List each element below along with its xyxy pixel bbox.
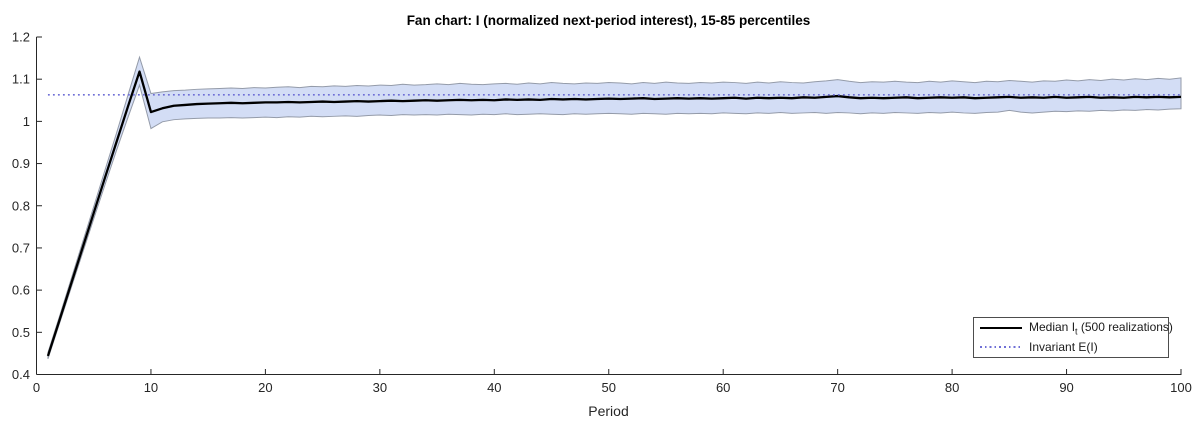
median-line-sample-icon [980, 326, 1022, 330]
invariant-line-sample-icon [980, 346, 1022, 348]
legend-label-median-suffix: (500 realizations) [1077, 319, 1173, 334]
x-tick-label: 20 [258, 380, 272, 395]
y-tick-label: 1.2 [12, 30, 30, 45]
legend: Median It (500 realizations) Invariant E… [973, 317, 1173, 358]
legend-label-invariant: Invariant E(I) [1029, 340, 1098, 354]
percentile-band [47, 55, 1182, 360]
y-tick-label: 1 [23, 114, 30, 129]
chart-title: Fan chart: I (normalized next-period int… [406, 13, 811, 28]
x-tick-label: 40 [487, 380, 501, 395]
y-tick-label: 0.6 [12, 283, 30, 298]
y-tick-label: 0.8 [12, 198, 30, 213]
x-tick-label: 10 [144, 380, 158, 395]
x-tick-label: 60 [716, 380, 730, 395]
x-axis-label: Period [588, 403, 629, 419]
y-tick-label: 0.7 [12, 240, 30, 255]
x-tick-label: 50 [602, 380, 616, 395]
y-tick-label: 0.9 [12, 156, 30, 171]
x-tick-label: 100 [1170, 380, 1192, 395]
x-tick-label: 30 [373, 380, 387, 395]
x-tick-label: 0 [33, 380, 40, 395]
legend-item-median: Median It (500 realizations) [974, 319, 1173, 337]
legend-label-median-prefix: Median I [1029, 319, 1076, 334]
legend-label-median-subscript: t [1075, 326, 1078, 337]
y-tick-label: 1.1 [12, 72, 30, 87]
median-line [46, 70, 1182, 357]
x-tick-label: 80 [945, 380, 959, 395]
legend-item-invariant: Invariant E(I) [974, 338, 1168, 356]
x-tick-label: 90 [1059, 380, 1073, 395]
y-tick-label: 0.4 [12, 367, 30, 382]
x-tick-label: 70 [830, 380, 844, 395]
y-tick-label: 0.5 [12, 325, 30, 340]
legend-label-median: Median It (500 realizations) [1029, 320, 1173, 336]
